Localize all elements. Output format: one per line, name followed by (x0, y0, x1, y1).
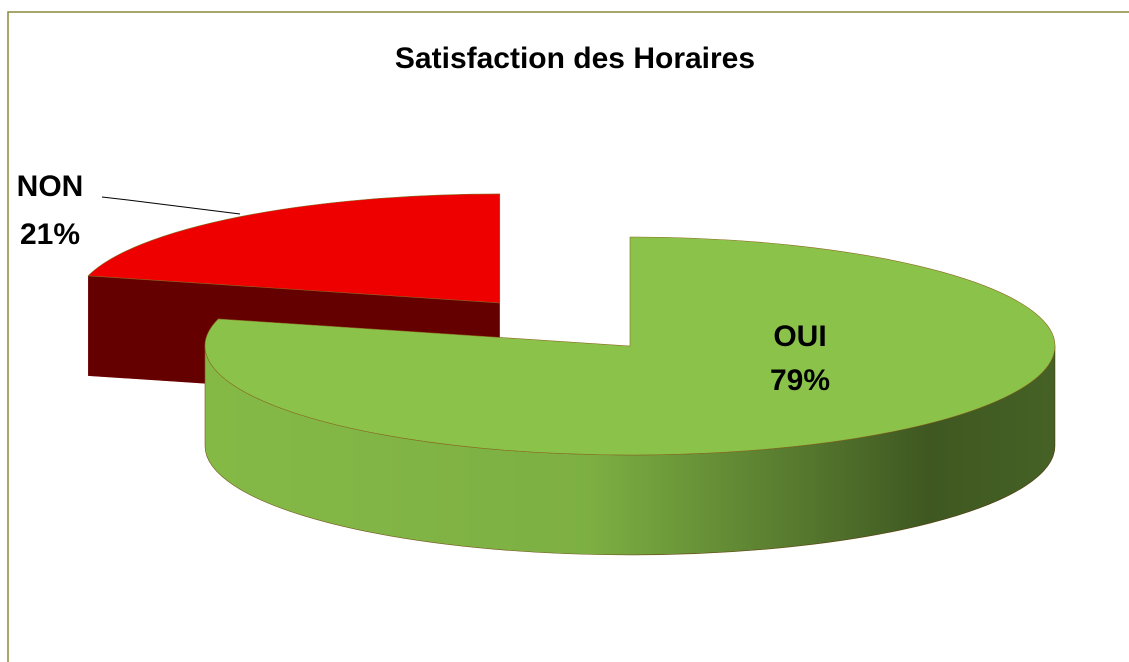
slice-top (204, 236, 1056, 456)
slice-top (87, 193, 501, 304)
category-label: NON (17, 170, 84, 203)
pie (87, 193, 1056, 556)
leader-line (101, 196, 241, 215)
value-label: 21% (20, 218, 80, 251)
chart-frame (7, 11, 1129, 662)
labels: OUI 79% NON 21% (17, 170, 830, 397)
slice-side-shade (205, 346, 1055, 555)
pie-slice (204, 236, 1056, 556)
category-label: OUI (773, 320, 826, 353)
chart-title: Satisfaction des Horaires (395, 42, 755, 75)
value-label: 79% (770, 364, 830, 397)
